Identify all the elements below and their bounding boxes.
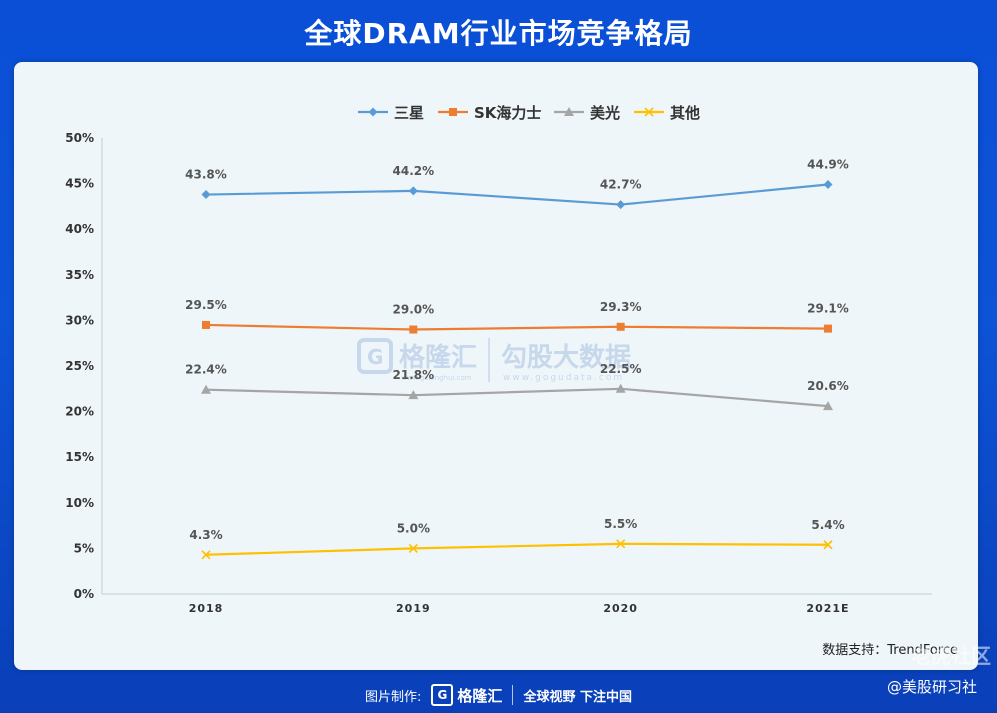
data-point-square: [409, 325, 418, 334]
data-label: 29.3%: [600, 300, 642, 314]
y-tick-label: 0%: [74, 587, 94, 601]
y-tick-label: 25%: [65, 359, 94, 373]
data-label: 42.7%: [600, 178, 642, 192]
legend-label: 美光: [590, 104, 620, 122]
watermark-logo-icon: [357, 338, 393, 374]
watermark-partner: 勾股大数据: [501, 343, 631, 373]
data-point-diamond: [616, 200, 626, 210]
data-point-x: [616, 539, 626, 549]
y-tick-label: 10%: [65, 496, 94, 510]
x-tick-label: 2019: [396, 602, 431, 615]
legend-label: SK海力士: [474, 104, 541, 122]
data-point-diamond: [201, 190, 211, 200]
y-tick-label: 45%: [65, 177, 94, 191]
data-point-square: [449, 108, 457, 116]
watermark-brand-url: www.gelonghui.com: [401, 374, 472, 382]
data-point-triangle: [615, 383, 626, 393]
handle-watermark: @美股研习社: [886, 678, 977, 696]
y-tick-label: 5%: [74, 541, 94, 555]
data-label: 22.5%: [600, 362, 642, 376]
data-label: 43.8%: [185, 168, 227, 182]
data-label: 29.0%: [393, 303, 435, 317]
x-tick-label: 2018: [189, 602, 224, 615]
data-point-diamond: [408, 186, 418, 196]
data-label: 29.1%: [807, 302, 849, 316]
data-point-square: [824, 324, 832, 333]
x-tick-label: 2021E: [806, 602, 849, 615]
x-tick-label: 2020: [603, 602, 638, 615]
y-tick-label: 20%: [65, 405, 94, 419]
series-line: [205, 323, 829, 331]
data-point-x: [201, 550, 211, 560]
data-point-diamond: [368, 107, 378, 117]
y-tick-label: 50%: [65, 131, 94, 145]
data-label: 5.4%: [811, 518, 844, 532]
data-label: 21.8%: [393, 368, 435, 382]
data-point-triangle: [564, 107, 574, 116]
data-label: 5.5%: [604, 517, 637, 531]
legend-label: 三星: [394, 104, 424, 122]
y-tick-label: 35%: [65, 268, 94, 282]
community-watermark: 老虎社区: [911, 640, 991, 669]
y-tick-label: 40%: [65, 222, 94, 236]
community-name: 老虎社区: [911, 644, 991, 668]
made-by-label: 图片制作:: [365, 689, 422, 705]
data-label: 20.6%: [807, 379, 849, 393]
data-point-square: [616, 322, 625, 331]
data-point-x: [644, 107, 654, 117]
data-point-square: [202, 320, 210, 329]
chart-title: 全球DRAM行业市场竞争格局: [304, 17, 693, 50]
y-tick-label: 30%: [65, 313, 94, 327]
y-tick-label: 15%: [65, 450, 94, 464]
data-label: 4.3%: [189, 528, 222, 542]
data-point-triangle: [408, 390, 419, 400]
data-label: 44.2%: [393, 164, 435, 178]
footer-logo-text: 格隆汇: [457, 686, 503, 705]
series-line: [205, 387, 829, 408]
data-label: 22.4%: [185, 363, 227, 377]
footer-logo: G 格隆汇: [431, 684, 502, 706]
watermark-brand: 格隆汇: [399, 342, 477, 373]
data-label: 5.0%: [397, 521, 430, 535]
data-point-diamond: [823, 180, 833, 190]
data-label: 44.9%: [807, 158, 849, 172]
footer-slogan: 全球视野 下注中国: [523, 689, 632, 705]
watermark-partner-url: www.gogudata.com: [503, 373, 624, 383]
data-point-x: [823, 540, 833, 550]
footer-divider: [512, 685, 514, 705]
footer-bar: 图片制作: G 格隆汇 全球视野 下注中国: [0, 680, 997, 710]
logo-icon: G: [431, 684, 454, 706]
chart-card: G 格隆汇 www.gelonghui.com 勾股大数据 www.gogudata.c…: [14, 62, 978, 670]
data-point-triangle: [823, 401, 833, 411]
source-note: 数据支持：TrendForce: [822, 643, 958, 658]
series-line: [205, 542, 829, 556]
data-point-triangle: [201, 384, 211, 394]
series-line: [205, 183, 829, 206]
watermark-logo-glyph: G: [367, 345, 383, 369]
legend-label: 其他: [670, 104, 700, 122]
data-label: 29.5%: [185, 298, 227, 312]
data-point-x: [408, 543, 418, 553]
